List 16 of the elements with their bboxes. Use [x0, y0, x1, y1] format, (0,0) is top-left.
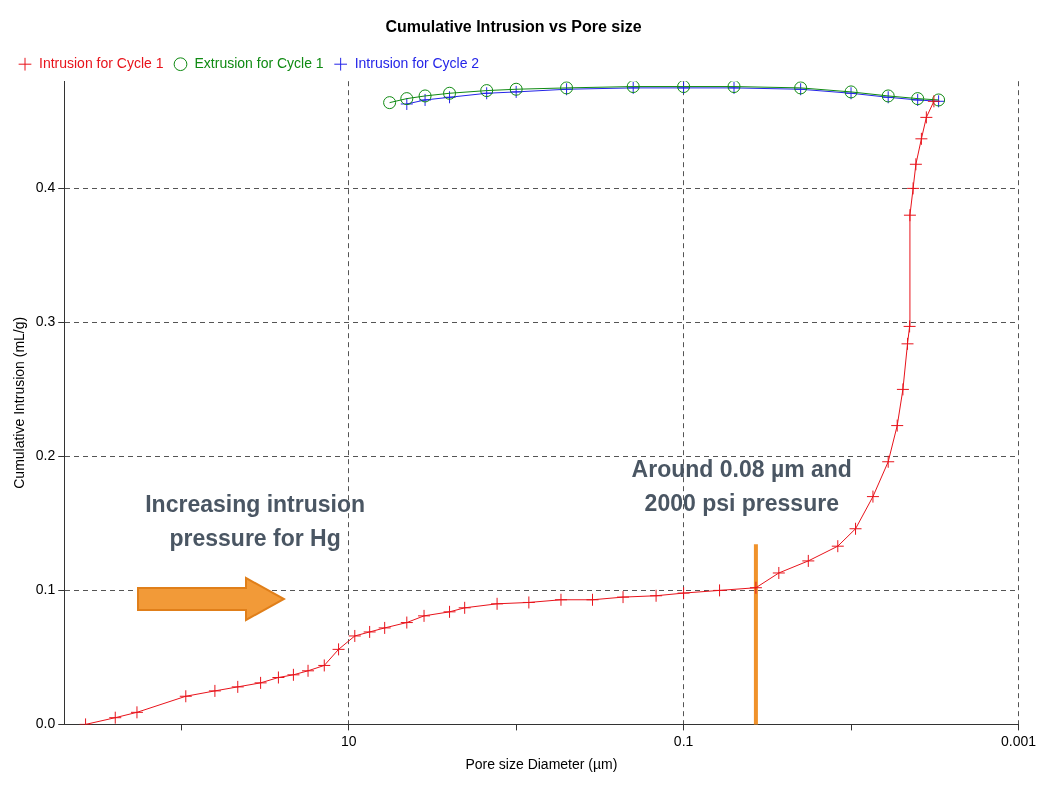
x-axis-title: Pore size Diameter (µm)	[465, 756, 618, 773]
annotation: Around 0.08 µm and 2000 psi pressure	[631, 455, 852, 516]
y-tick-label: 0.2	[35, 447, 56, 464]
chart-title: Cumulative Intrusion vs Pore size	[385, 18, 642, 36]
x-tick-label: 10	[340, 732, 357, 749]
y-tick-label: 0.3	[35, 313, 56, 330]
annotation: Increasing intrusion pressure for Hg	[145, 491, 366, 552]
legend-label: Intrusion for Cycle 2	[354, 55, 480, 72]
legend-label: Extrusion for Cycle 1	[194, 55, 324, 72]
y-axis-title: Cumulative Intrusion (mL/g)	[11, 316, 28, 489]
y-tick-label: 0.4	[35, 179, 56, 196]
x-tick-label: 0.1	[673, 732, 694, 749]
legend-label: Intrusion for Cycle 1	[39, 55, 164, 72]
x-tick-label: 0.001	[1000, 732, 1037, 749]
y-tick-label: 0.0	[35, 715, 56, 732]
y-tick-label: 0.1	[35, 581, 56, 598]
